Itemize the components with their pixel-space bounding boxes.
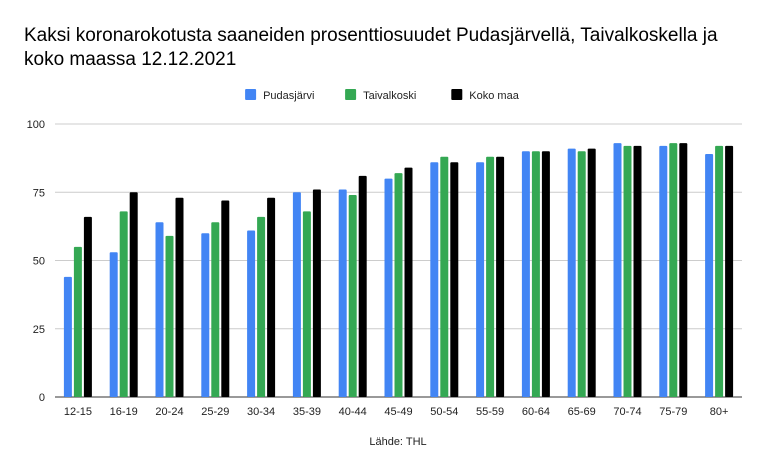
bar-pudasjärvi-16-19 — [109, 252, 118, 397]
x-tick-label: 25-29 — [201, 406, 229, 418]
y-tick-label: 25 — [33, 324, 45, 336]
legend-label: Koko maa — [469, 90, 519, 102]
bar-koko-maa-70-74 — [633, 145, 642, 397]
bar-taivalkoski-30-34 — [257, 216, 266, 397]
bar-pudasjärvi-45-49 — [384, 178, 393, 397]
bar-koko-maa-55-59 — [496, 156, 505, 397]
legend-swatch-koko-maa — [451, 89, 463, 100]
bar-koko-maa-35-39 — [312, 189, 321, 397]
x-tick-label: 80+ — [710, 406, 729, 418]
x-tick-label: 60-64 — [522, 406, 550, 418]
x-axis-label: Lähde: THL — [369, 436, 426, 448]
bar-pudasjärvi-30-34 — [247, 230, 256, 397]
bar-koko-maa-65-69 — [587, 148, 596, 397]
bar-pudasjärvi-40-44 — [338, 189, 347, 397]
bar-taivalkoski-45-49 — [394, 173, 403, 397]
bar-koko-maa-40-44 — [358, 175, 367, 397]
x-tick-label: 45-49 — [384, 406, 412, 418]
bar-taivalkoski-20-24 — [165, 235, 174, 397]
y-tick-label: 50 — [33, 256, 45, 268]
bar-koko-maa-20-24 — [175, 197, 184, 397]
bar-pudasjärvi-55-59 — [476, 162, 485, 397]
bar-taivalkoski-16-19 — [119, 211, 128, 397]
x-tick-label: 70-74 — [613, 406, 641, 418]
bar-koko-maa-80+ — [725, 145, 734, 397]
bar-pudasjärvi-65-69 — [567, 148, 576, 397]
legend-label: Taivalkoski — [363, 90, 416, 102]
bar-taivalkoski-80+ — [715, 145, 724, 397]
x-tick-label: 35-39 — [293, 406, 321, 418]
bar-koko-maa-75-79 — [679, 143, 688, 397]
bar-koko-maa-60-64 — [541, 151, 550, 397]
bar-taivalkoski-70-74 — [623, 145, 632, 397]
bar-taivalkoski-40-44 — [348, 194, 357, 397]
bar-taivalkoski-65-69 — [577, 151, 586, 397]
bar-koko-maa-30-34 — [267, 197, 276, 397]
legend-label: Pudasjärvi — [263, 90, 314, 102]
x-tick-label: 16-19 — [110, 406, 138, 418]
bar-pudasjärvi-80+ — [705, 154, 714, 397]
y-tick-label: 75 — [33, 187, 45, 199]
x-tick-label: 55-59 — [476, 406, 504, 418]
bar-taivalkoski-12-15 — [73, 246, 82, 397]
bar-pudasjärvi-20-24 — [155, 222, 164, 397]
x-tick-label: 40-44 — [339, 406, 367, 418]
x-tick-label: 30-34 — [247, 406, 275, 418]
bar-pudasjärvi-75-79 — [659, 145, 668, 397]
bar-taivalkoski-75-79 — [669, 143, 678, 397]
x-tick-label: 50-54 — [430, 406, 458, 418]
bar-pudasjärvi-60-64 — [521, 151, 530, 397]
bar-koko-maa-45-49 — [404, 167, 413, 397]
bar-pudasjärvi-50-54 — [430, 162, 439, 397]
x-tick-label: 12-15 — [64, 406, 92, 418]
bar-koko-maa-50-54 — [450, 162, 459, 397]
y-tick-label: 100 — [27, 119, 45, 131]
bar-pudasjärvi-70-74 — [613, 143, 622, 397]
x-tick-label: 65-69 — [568, 406, 596, 418]
bar-taivalkoski-35-39 — [302, 211, 311, 397]
bar-taivalkoski-55-59 — [486, 156, 495, 397]
legend-swatch-taivalkoski — [345, 89, 357, 100]
bar-taivalkoski-50-54 — [440, 156, 449, 397]
bar-koko-maa-16-19 — [129, 192, 138, 397]
bar-taivalkoski-60-64 — [531, 151, 540, 397]
legend-swatch-pudasjärvi — [245, 89, 257, 100]
bar-taivalkoski-25-29 — [211, 222, 220, 397]
x-tick-label: 75-79 — [659, 406, 687, 418]
bar-pudasjärvi-25-29 — [201, 233, 210, 397]
y-tick-label: 0 — [39, 392, 45, 404]
x-tick-label: 20-24 — [155, 406, 183, 418]
bar-pudasjärvi-35-39 — [292, 192, 301, 397]
bar-koko-maa-25-29 — [221, 200, 230, 397]
bar-pudasjärvi-12-15 — [63, 276, 72, 397]
chart-title: Kaksi koronarokotusta saaneiden prosentt… — [24, 25, 718, 70]
bar-koko-maa-12-15 — [83, 216, 92, 397]
